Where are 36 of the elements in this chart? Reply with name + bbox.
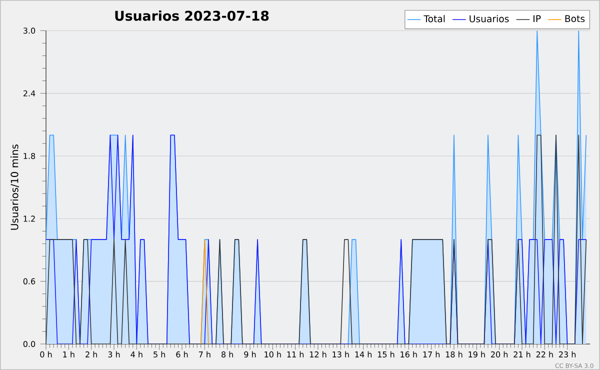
x-tick-label: 2 h <box>86 351 97 358</box>
x-tick-label: 21 h <box>514 351 530 358</box>
x-tick-label: 19 h <box>468 351 485 358</box>
x-tick-label: 10 h <box>264 351 281 358</box>
legend-label: IP <box>534 15 541 22</box>
x-tick-label: 5 h <box>154 351 165 358</box>
x-tick-label: 23 h <box>559 351 576 358</box>
x-tick-label: 17 h <box>423 351 440 358</box>
y-tick-label: 1.8 <box>24 152 36 160</box>
y-tick-label: 1.2 <box>24 216 35 222</box>
x-tick-label: 6 h <box>176 351 188 358</box>
x-tick-label: 16 h <box>400 351 417 358</box>
legend-label: Bots <box>565 15 585 22</box>
y-tick-label: 0.6 <box>23 278 36 284</box>
y-tick-label: 0.0 <box>23 340 36 347</box>
x-tick-label: 8 h <box>222 351 233 358</box>
y-tick-label: 2.4 <box>23 90 36 96</box>
x-tick-label: 3 h <box>108 351 120 358</box>
x-tick-label: 12 h <box>310 351 326 358</box>
y-tick-label: 3.0 <box>23 28 36 34</box>
x-tick-label: 4 h <box>130 351 142 358</box>
x-tick-label: 13 h <box>332 351 349 358</box>
x-tick-label: 22 h <box>536 351 553 358</box>
x-tick-label: 0 h <box>40 351 52 358</box>
x-tick-label: 7 h <box>198 351 210 358</box>
chart-title: Usuarios 2023-07-18 <box>115 10 269 21</box>
x-tick-label: 1 h <box>63 351 74 358</box>
y-axis-title: Usuarios/10 mins <box>10 144 20 230</box>
x-tick-label: 14 h <box>355 351 372 358</box>
x-tick-label: 9 h <box>244 351 256 358</box>
legend-label: Total <box>424 15 445 22</box>
x-tick-label: 15 h <box>378 351 394 358</box>
legend-label: Usuarios <box>470 15 509 22</box>
x-tick-label: 18 h <box>446 351 462 358</box>
x-tick-label: 11 h <box>287 351 304 358</box>
x-tick-label: 20 h <box>491 351 508 358</box>
